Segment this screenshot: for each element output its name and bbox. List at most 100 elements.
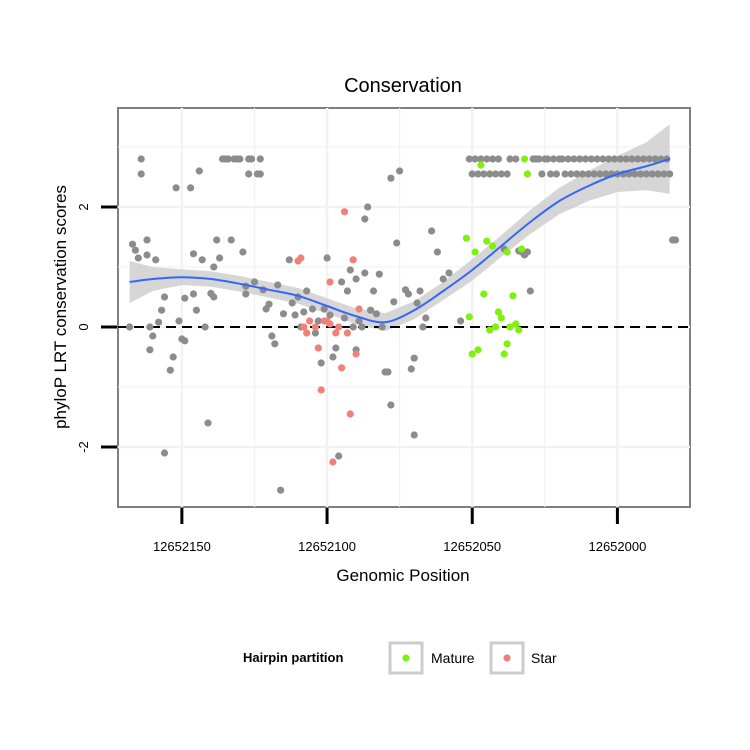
point-other [387, 174, 395, 182]
point-other [468, 170, 476, 178]
point-other [189, 250, 198, 258]
point-other [181, 337, 189, 345]
point-other [314, 317, 322, 325]
point-other [547, 170, 555, 178]
point-other [410, 431, 418, 439]
y-tick-label: -2 [76, 441, 91, 453]
point-other [192, 306, 200, 314]
point-other [352, 275, 360, 283]
point-other [291, 311, 299, 319]
point-other [338, 278, 346, 286]
point-other [311, 329, 319, 337]
point-other [390, 298, 398, 306]
point-other [523, 248, 532, 256]
point-other [137, 155, 145, 163]
point-other [361, 215, 369, 223]
point-other [666, 170, 674, 178]
point-other [248, 155, 256, 163]
point-other [236, 155, 244, 163]
point-other [367, 306, 375, 314]
point-other [596, 170, 604, 178]
point-mature [474, 346, 482, 354]
point-other [491, 170, 500, 178]
point-other [581, 155, 590, 163]
point-other [277, 486, 285, 494]
point-other [494, 155, 502, 163]
point-other [576, 155, 584, 163]
point-other [660, 170, 668, 178]
point-mature [480, 290, 488, 298]
point-other [349, 323, 357, 331]
point-other [172, 184, 180, 192]
smooth-line [129, 158, 670, 324]
point-other [326, 311, 334, 319]
point-other [570, 155, 578, 163]
point-mature [477, 161, 485, 169]
x-axis-title: Genomic Position [336, 566, 469, 585]
point-other [358, 323, 366, 331]
point-other [639, 155, 648, 163]
point-other [216, 254, 224, 262]
point-other [169, 353, 177, 361]
point-other [605, 155, 613, 163]
point-other [384, 368, 392, 376]
point-other [634, 155, 642, 163]
point-other [651, 155, 659, 163]
point-other [396, 167, 404, 175]
point-other [410, 354, 418, 362]
point-other [422, 314, 430, 322]
point-other [404, 290, 412, 298]
point-other [590, 170, 598, 178]
point-other [242, 290, 250, 298]
point-other [128, 240, 137, 248]
point-other [335, 452, 343, 460]
point-other [158, 306, 166, 314]
point-other [265, 300, 273, 308]
point-other [210, 293, 218, 301]
point-other [175, 317, 183, 325]
point-other [602, 170, 610, 178]
point-other [642, 170, 651, 178]
point-other [143, 251, 151, 259]
point-other [439, 275, 447, 283]
point-other [375, 270, 383, 278]
point-other [332, 344, 340, 352]
point-mature [515, 326, 523, 334]
point-star [343, 329, 351, 337]
point-mature [503, 340, 511, 348]
point-star [303, 329, 311, 337]
point-other [579, 170, 587, 178]
point-other [239, 248, 247, 256]
point-other [433, 248, 441, 256]
point-other [654, 170, 662, 178]
point-other [506, 155, 514, 163]
point-other [146, 346, 154, 354]
point-other [224, 155, 232, 163]
point-other [637, 170, 645, 178]
point-other [648, 170, 656, 178]
legend-label-mature: Mature [431, 650, 475, 666]
point-star [338, 364, 346, 372]
point-mature [483, 237, 491, 245]
point-star [306, 317, 314, 325]
y-tick-label: 0 [76, 323, 91, 330]
point-mature [489, 242, 497, 250]
point-other [300, 308, 308, 316]
point-other [271, 340, 279, 348]
point-star [335, 323, 343, 331]
point-other [137, 170, 145, 178]
point-other [599, 155, 607, 163]
point-other [146, 323, 154, 331]
point-star [340, 208, 349, 216]
legend-label-star: Star [531, 650, 557, 666]
point-other [181, 294, 189, 302]
point-other [610, 155, 619, 163]
point-star [346, 410, 354, 418]
point-other [143, 236, 151, 244]
point-mature [503, 248, 511, 256]
point-star [329, 458, 337, 466]
point-other [671, 236, 680, 244]
point-other [526, 287, 534, 295]
point-other [340, 314, 349, 322]
point-other [204, 419, 212, 427]
